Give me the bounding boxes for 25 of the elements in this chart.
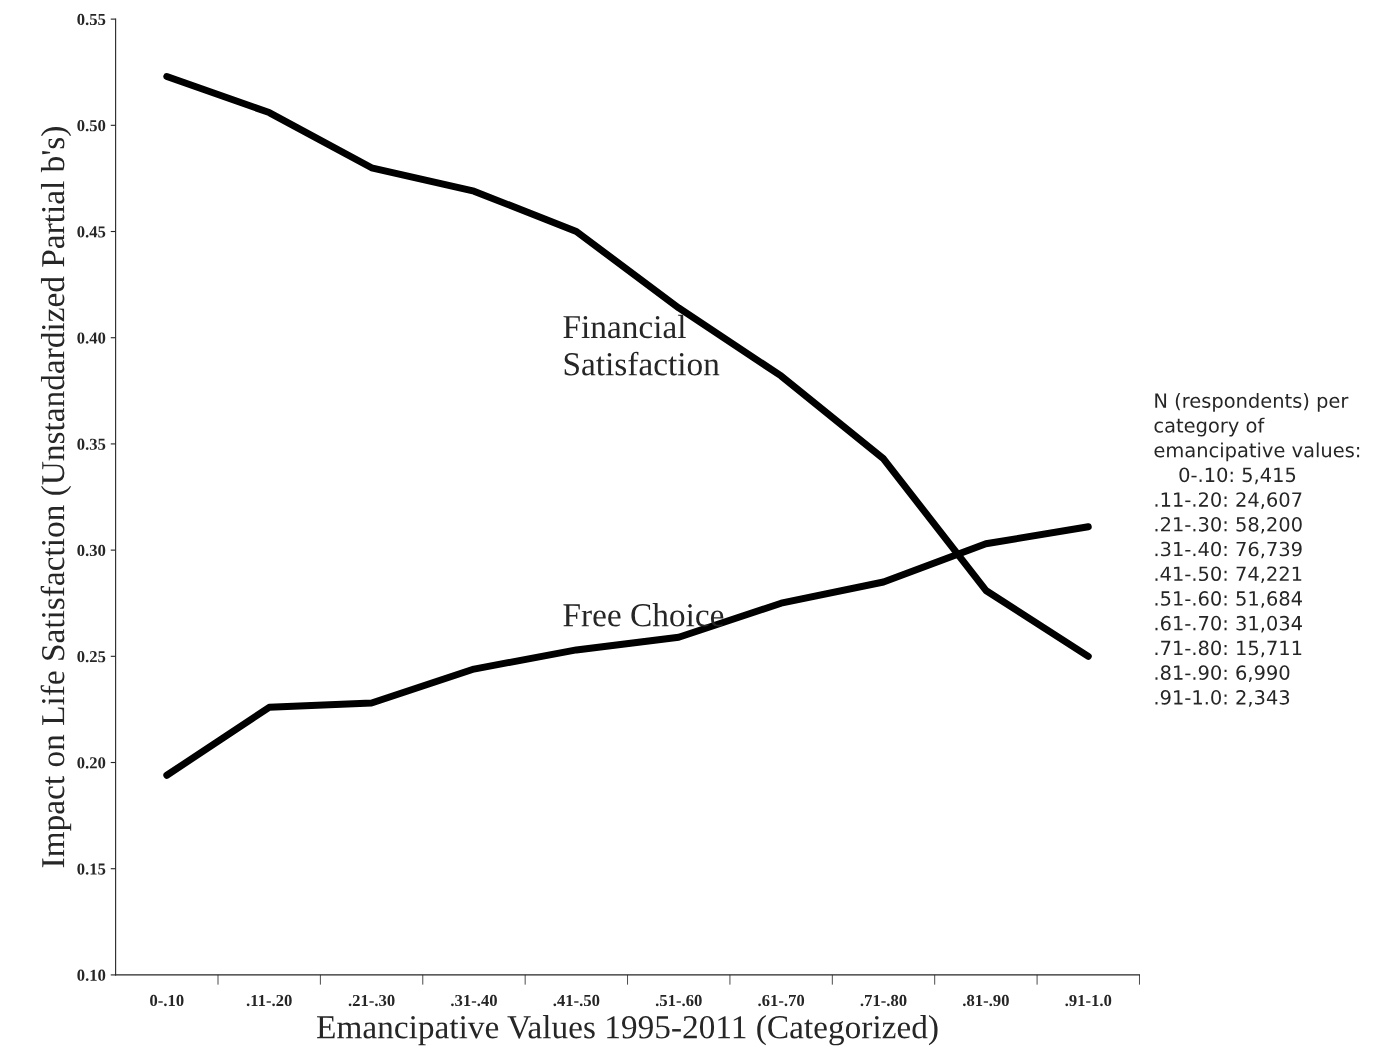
x-tick-label: .51-.60 [655, 994, 702, 1007]
x-tick-label: .81-.90 [963, 994, 1009, 1007]
series-label: Free Choice [563, 603, 724, 627]
x-tick-label: .71-.80 [860, 994, 907, 1007]
x-tick-label: .21-.30 [348, 994, 395, 1007]
y-tick-label: 0.15 [77, 863, 106, 875]
x-tick-label: .91-1.0 [1065, 994, 1112, 1007]
y-tick-label: 0.45 [77, 226, 106, 238]
text: N (respondents) per category of emancipative values: 0-.10: 5,415 .11-.20: 24,607 .21-.30: 58,200 .31-.40: 76,739 .41-.50: 74,221 .51-.60: 51,684 .61-.70: 31,034 .71-.80: 15,711 .81-.90: 6,990 .91-1.0: 2,343 [1154, 392, 1360, 707]
y-tick-label: 0.50 [77, 120, 106, 132]
x-axis-title: Emancipative Values 1995-2011 (Categorized) [317, 1015, 938, 1046]
x-tick-label: .41-.50 [553, 994, 600, 1007]
y-axis-title: Impact on Life Satisfaction (Unstandardized Partial b's) [40, 127, 72, 868]
x-tick-label: .61-.70 [758, 994, 805, 1007]
y-tick-label: 0.10 [77, 969, 106, 981]
y-tick-label: 0.55 [77, 13, 106, 26]
y-tick-label: 0.25 [77, 651, 106, 663]
x-tick-label: .31-.40 [451, 994, 497, 1007]
y-tick-label: 0.40 [77, 332, 106, 344]
x-tick-label: 0-.10 [150, 994, 184, 1007]
y-tick-label: 0.20 [77, 757, 106, 769]
y-tick-label: 0.35 [77, 438, 106, 450]
y-tick-label: 0.30 [77, 544, 106, 557]
series-label: Financial Satisfaction [563, 314, 720, 376]
x-tick-label: .11-.20 [246, 994, 292, 1007]
